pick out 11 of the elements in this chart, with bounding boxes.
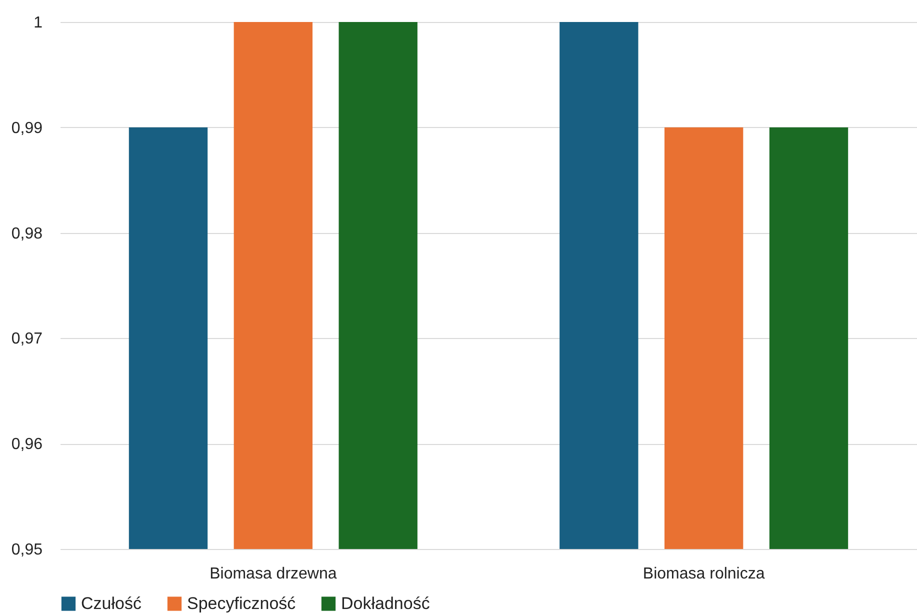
legend-label: Czułość <box>81 594 142 613</box>
y-tick-label: 0,95 <box>11 542 43 558</box>
y-tick-label: 1 <box>34 14 43 32</box>
x-tick-label: Biomasa drzewna <box>210 566 337 582</box>
y-tick-label: 0,97 <box>11 330 43 348</box>
legend-label: Specyficzność <box>187 594 296 613</box>
y-tick-label: 0,96 <box>11 436 43 454</box>
x-tick-label: Biomasa rolnicza <box>642 566 765 582</box>
legend-label: Dokładność <box>341 594 430 613</box>
y-tick-label: 0,98 <box>11 225 43 242</box>
y-tick-label: 0,99 <box>11 120 43 137</box>
